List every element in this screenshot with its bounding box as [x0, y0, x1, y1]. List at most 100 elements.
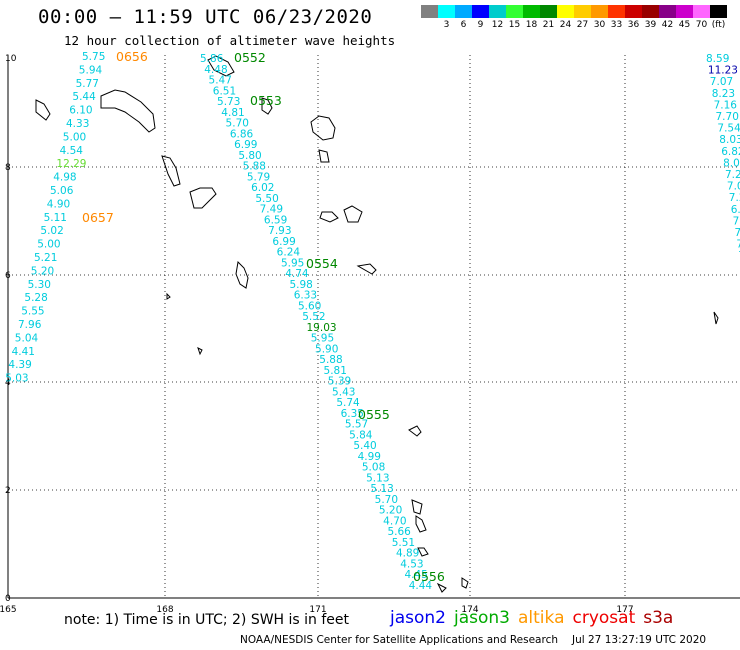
wave-height-value: 8.01 — [723, 157, 740, 169]
scale-label: 30 — [593, 20, 606, 30]
note-text: note: 1) Time is in UTC; 2) SWH is in fe… — [64, 612, 350, 628]
wave-height-value: 11.23 — [708, 65, 738, 77]
island-outline — [461, 577, 469, 589]
satellite-jason3: jason3 — [454, 608, 510, 628]
wave-height-value: 4.33 — [66, 118, 89, 130]
wave-height-value: 6.24 — [277, 247, 301, 259]
wave-height-value: 5.80 — [238, 150, 261, 162]
wave-height-value: 5.52 — [302, 311, 325, 323]
scale-label: 9 — [477, 20, 484, 30]
scale-label: 24 — [559, 20, 572, 30]
island-outline — [310, 115, 336, 141]
wave-height-value: 5.66 — [387, 526, 411, 538]
scale-swatch — [438, 5, 455, 18]
wave-height-value: 7.70 — [716, 111, 739, 123]
wave-height-value: 7.16 — [714, 99, 738, 111]
y-tick-label: 8 — [5, 163, 11, 173]
wave-height-value: 5.00 — [63, 131, 86, 143]
wave-height-value: 4.99 — [358, 451, 381, 463]
island-outline — [197, 347, 203, 356]
scale-swatch — [659, 5, 676, 18]
wave-height-value: 5.81 — [324, 365, 347, 377]
footer: NOAA/NESDIS Center for Satellite Applica… — [240, 634, 706, 646]
wave-height-value: 5.75 — [82, 51, 105, 63]
wave-height-value: 5.20 — [31, 265, 54, 277]
wave-height-value: 5.77 — [76, 78, 99, 90]
wave-height-value: 5.98 — [289, 279, 312, 291]
scale-swatch — [591, 5, 608, 18]
wave-height-value: 8.59 — [706, 53, 729, 65]
wave-height-value: 7.49 — [260, 204, 283, 216]
wave-height-value: 6.33 — [294, 290, 317, 302]
time-label: 0554 — [306, 256, 338, 271]
wave-height-value: 8.03 — [719, 134, 740, 146]
y-tick-label: 10 — [5, 54, 17, 64]
wave-height-value: 5.79 — [247, 171, 270, 183]
wave-height-value: 4.70 — [383, 515, 406, 527]
wave-height-value: 4.44 — [409, 580, 433, 592]
wave-height-value: 5.30 — [28, 279, 51, 291]
wave-height-value: 6.10 — [69, 105, 92, 117]
time-label: 0556 — [413, 569, 445, 584]
island-outline — [411, 499, 423, 515]
wave-height-value: 6.02 — [251, 182, 274, 194]
island-outline — [436, 582, 447, 593]
wave-height-value: 7.93 — [268, 225, 291, 237]
wave-height-value: 5.43 — [332, 386, 355, 398]
scale-label: 27 — [576, 20, 589, 30]
wave-height-value: 7.20 — [725, 169, 740, 181]
footer-timestamp: Jul 27 13:27:19 UTC 2020 — [572, 634, 707, 646]
wave-height-value: 4.45 — [404, 569, 427, 581]
wave-height-value: 5.95 — [281, 257, 304, 269]
wave-height-value: 5.88 — [319, 354, 342, 366]
wave-height-value: 5.47 — [209, 75, 232, 87]
wave-height-value: 7.54 — [717, 123, 740, 135]
wave-height-value: 5.20 — [379, 505, 402, 517]
wave-height-value: 6.9 — [731, 204, 740, 216]
wave-height-value: 4.41 — [12, 346, 35, 358]
island-outline — [408, 425, 422, 437]
satellite-legend: jason2 jason3 altika cryosat s3a — [390, 608, 681, 628]
wave-height-value: 5.06 — [50, 185, 74, 197]
wave-height-value: 4.39 — [8, 359, 31, 371]
wave-height-value: 5.13 — [366, 472, 389, 484]
scale-swatch — [455, 5, 472, 18]
x-tick-label: 168 — [156, 605, 173, 615]
island-outline — [415, 515, 427, 533]
wave-height-value: 5.70 — [375, 494, 398, 506]
scale-swatch — [625, 5, 642, 18]
satellite-jason2: jason2 — [390, 608, 446, 628]
wave-height-value: 4.90 — [47, 198, 70, 210]
wave-height-value: 6.35 — [341, 408, 364, 420]
wave-height-value: 5.55 — [21, 306, 44, 318]
wave-height-value: 5.08 — [362, 462, 385, 474]
wave-height-value: 5.73 — [217, 96, 240, 108]
scale-swatch — [523, 5, 540, 18]
wave-height-value: 5.40 — [353, 440, 376, 452]
scale-label: 42 — [661, 20, 674, 30]
scale-swatch — [608, 5, 625, 18]
wave-height-value: 6.86 — [230, 128, 254, 140]
wave-height-value: 4.89 — [396, 548, 419, 560]
scale-swatch — [472, 5, 489, 18]
wave-height-value: 4.54 — [60, 145, 84, 157]
y-tick-label: 6 — [5, 271, 11, 281]
scale-label: 36 — [627, 20, 640, 30]
wave-height-value: 5.86 — [200, 53, 224, 65]
scale-label: 6 — [460, 20, 467, 30]
wave-height-value: 5.84 — [349, 429, 373, 441]
wave-height-value: 5.70 — [226, 118, 249, 130]
satellite-altika: altika — [518, 608, 565, 628]
wave-height-value: 4.98 — [53, 172, 76, 184]
scale-swatch — [642, 5, 659, 18]
wave-height-value: 6.82 — [721, 146, 740, 158]
x-tick-label: 174 — [461, 605, 478, 615]
page-subtitle: 12 hour collection of altimeter wave hei… — [64, 33, 396, 48]
wave-height-value: 6.59 — [264, 214, 287, 226]
wave-height-value: 6.99 — [272, 236, 295, 248]
wave-height-value: 19.03 — [307, 322, 337, 334]
scale-label: 12 — [491, 20, 504, 30]
island-outline — [166, 292, 171, 300]
wave-height-value: 5.90 — [315, 343, 338, 355]
